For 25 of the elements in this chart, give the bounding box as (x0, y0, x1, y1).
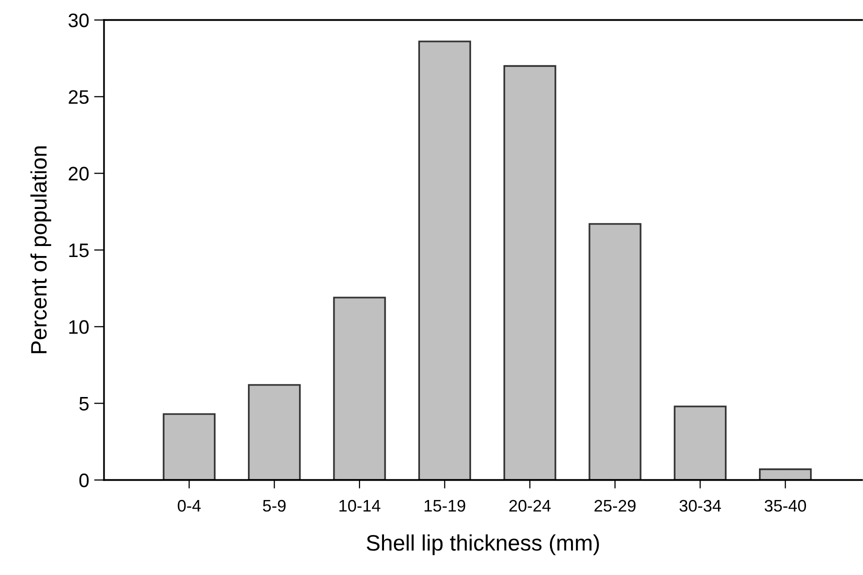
y-axis-title: Percent of population (30, 146, 52, 354)
x-tick-label: 0-4 (178, 500, 201, 512)
bar (333, 296, 386, 480)
y-tick-label: 25 (68, 90, 89, 104)
x-tick-label: 25-29 (594, 500, 636, 512)
x-tick-label: 35-40 (764, 500, 806, 512)
bar (418, 40, 472, 480)
bar (758, 468, 812, 480)
y-tick-label: 20 (68, 166, 89, 181)
bar (248, 384, 301, 480)
y-tick-label: 30 (68, 13, 89, 28)
bar (503, 65, 556, 480)
x-tick-label: 30-34 (680, 500, 722, 512)
x-tick-label: 5-9 (262, 500, 286, 512)
y-tick-label: 10 (69, 320, 89, 334)
x-tick-label: 10-14 (339, 500, 380, 512)
y-tick-label: 0 (79, 473, 89, 488)
x-axis-title: Shell lip thickness (mm) (366, 534, 599, 556)
x-tick-label: 20-24 (509, 500, 551, 512)
y-tick-label: 5 (79, 397, 89, 411)
bar (588, 223, 642, 480)
bar (674, 406, 727, 480)
y-tick-label: 15 (69, 244, 89, 258)
x-tick-label: 15-19 (424, 500, 466, 512)
bar (162, 413, 216, 480)
